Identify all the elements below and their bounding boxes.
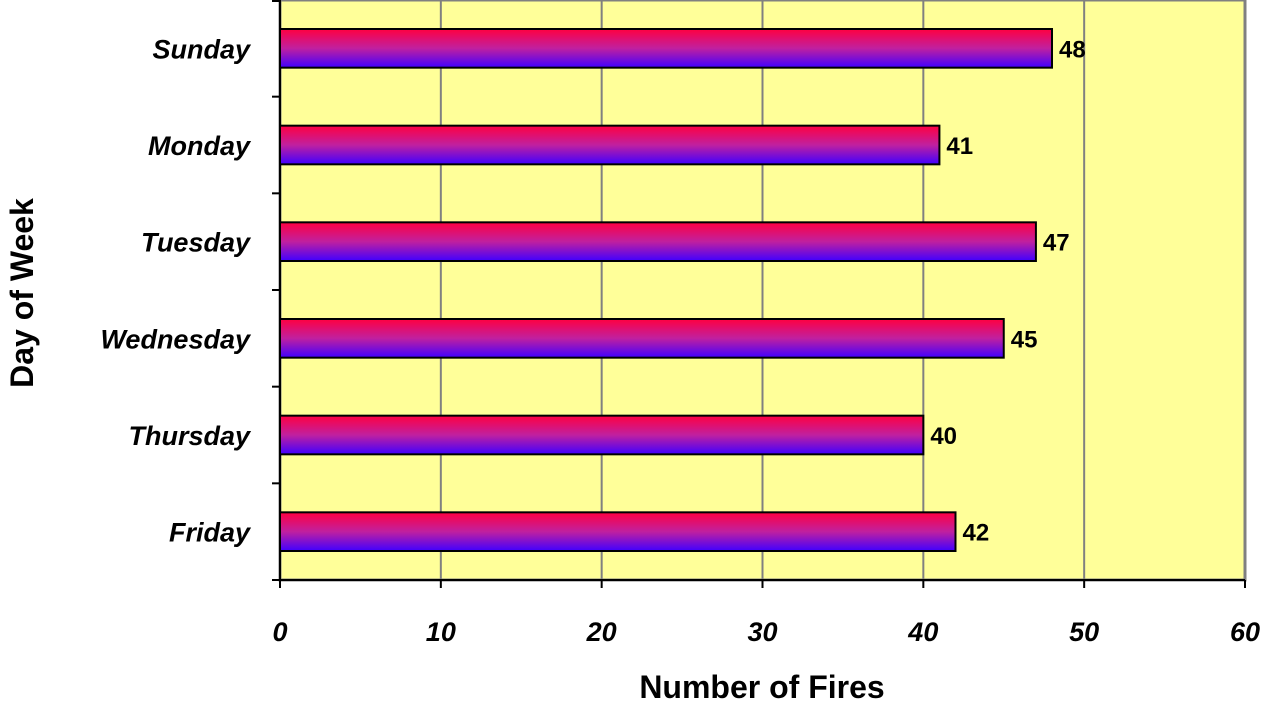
data-label: 47	[1043, 230, 1070, 257]
x-tick-labels: 0 10 20 30 40 50 60	[272, 617, 1260, 647]
x-tick-label: 30	[747, 617, 777, 647]
data-label: 42	[963, 520, 990, 547]
x-tick-label: 60	[1230, 617, 1260, 647]
data-label: 41	[946, 133, 973, 160]
x-tick-label: 40	[907, 617, 938, 647]
x-tick-label: 10	[426, 617, 456, 647]
axes	[272, 0, 1246, 588]
bars	[279, 28, 1053, 552]
category-label: Monday	[148, 131, 252, 161]
y-axis-title: Day of Week	[4, 198, 40, 388]
data-labels: 48 41 47 45 40 42	[930, 36, 1085, 546]
x-tick-label: 20	[586, 617, 617, 647]
bar-sunday	[279, 28, 1053, 69]
bar-monday	[279, 124, 941, 166]
category-label: Tuesday	[141, 228, 252, 258]
bar-wednesday	[279, 318, 1005, 359]
data-label: 40	[930, 423, 957, 450]
category-labels: Sunday Monday Tuesday Wednesday Thursday Frid…	[100, 34, 252, 547]
data-label: 48	[1059, 36, 1086, 63]
category-label: Sunday	[152, 34, 252, 64]
bar-thursday	[279, 414, 925, 456]
category-label: Friday	[169, 518, 252, 548]
category-label: Wednesday	[100, 324, 252, 354]
bar-tuesday	[279, 221, 1037, 262]
x-tick-label: 0	[272, 617, 287, 647]
data-label: 45	[1011, 326, 1038, 353]
x-axis-title: Number of Fires	[639, 669, 884, 702]
gridlines	[439, 0, 1086, 580]
bar-friday	[279, 511, 957, 552]
x-tick-label: 50	[1069, 617, 1099, 647]
category-label: Thursday	[128, 421, 252, 451]
